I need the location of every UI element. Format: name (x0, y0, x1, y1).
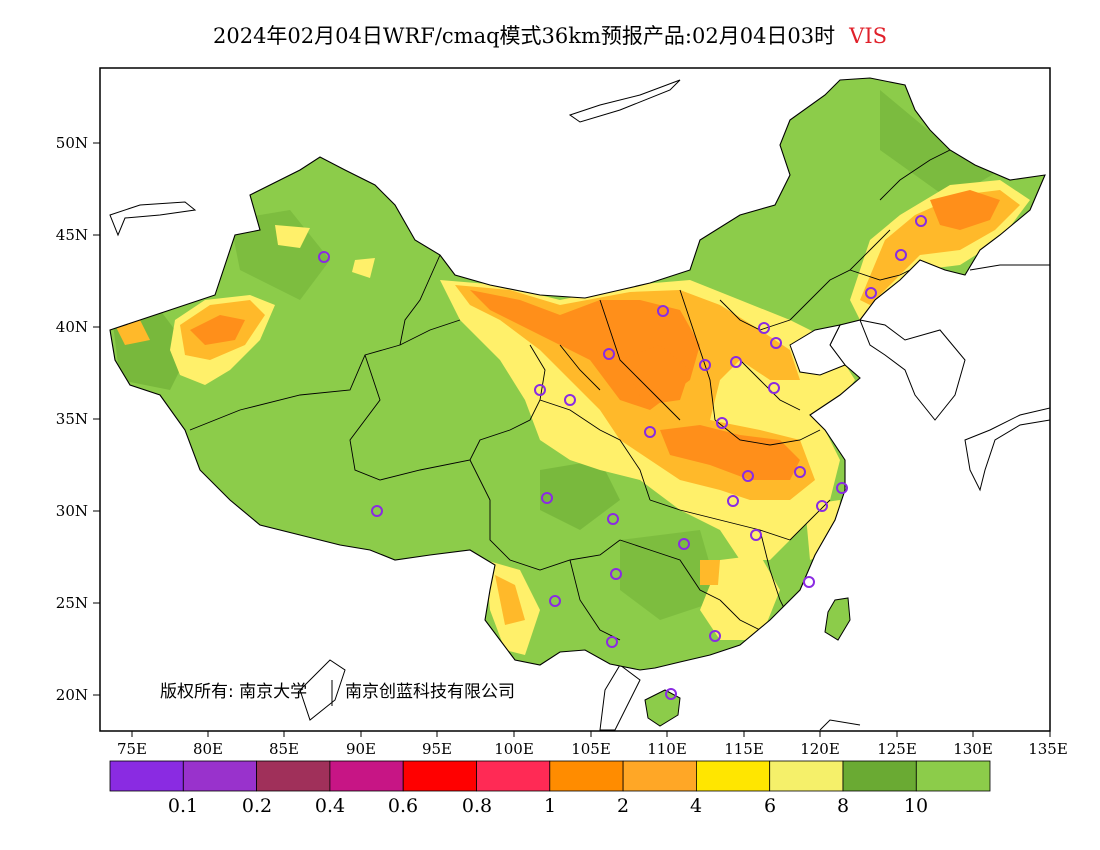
colorbar-label: 6 (764, 795, 776, 817)
colorbar-label: 0.1 (168, 795, 198, 817)
lat-label-40: 40N (56, 318, 88, 336)
lat-label-35: 35N (56, 410, 88, 428)
station-marker (699, 359, 711, 371)
lon-label-125: 125E (877, 740, 917, 758)
station-marker (318, 251, 330, 263)
colorbar-label: 0.8 (462, 795, 492, 817)
coastline-japan (964, 407, 1050, 492)
lon-label-75: 75E (117, 740, 147, 758)
lat-label-20: 20N (56, 686, 88, 704)
bohai-sea (789, 324, 846, 376)
lon-label-110: 110E (647, 740, 687, 758)
colorbar-label: 8 (837, 795, 849, 817)
copyright-right: 南京创蓝科技有限公司 (345, 682, 515, 702)
station-marker (768, 382, 780, 394)
colorbar: 0.1 0.2 0.4 0.6 0.8 1 2 4 6 8 10 (109, 760, 991, 817)
lon-label-95: 95E (422, 740, 452, 758)
station-marker (742, 470, 754, 482)
station-marker (606, 636, 618, 648)
colorbar-swatch (622, 760, 697, 792)
station-marker (750, 529, 762, 541)
station-marker (836, 482, 848, 494)
lon-label-115: 115E (724, 740, 764, 758)
lon-label-100: 100E (494, 740, 534, 758)
station-marker (610, 568, 622, 580)
coastline-philippines (819, 719, 861, 731)
station-marker (709, 630, 721, 642)
coastline-russia (969, 264, 1050, 271)
lon-label-130: 130E (953, 740, 993, 758)
colorbar-swatch (696, 760, 771, 792)
station-marker (730, 356, 742, 368)
station-marker (727, 495, 739, 507)
station-marker (758, 322, 770, 334)
station-marker (865, 287, 877, 299)
lon-label-120: 120E (800, 740, 840, 758)
lat-label-25: 25N (56, 594, 88, 612)
lon-label-135: 135E (1028, 740, 1068, 758)
station-marker (549, 595, 561, 607)
coastline-korea (859, 319, 966, 421)
taiwan-island (824, 597, 851, 641)
coastline-lake (109, 201, 197, 237)
station-marker (541, 492, 553, 504)
lat-label-45: 45N (56, 226, 88, 244)
lat-label-30: 30N (56, 502, 88, 520)
station-marker (603, 348, 615, 360)
colorbar-swatch (109, 760, 184, 792)
station-markers (318, 215, 927, 700)
title-main: 2024年02月04日WRF/cmaq模式36km预报产品:02月04日03时 (212, 24, 836, 48)
lon-label-105: 105E (571, 740, 611, 758)
station-marker (816, 500, 828, 512)
colorbar-swatch (182, 760, 258, 792)
colorbar-label: 0.6 (388, 795, 418, 817)
colorbar-swatch (769, 760, 844, 792)
colorbar-label: 10 (904, 795, 928, 817)
lat-axis: 20N 25N 30N 35N 40N 45N 50N (56, 134, 100, 704)
title-variable: VIS (849, 24, 888, 48)
station-marker (716, 417, 728, 429)
colorbar-swatch (842, 760, 917, 792)
lon-label-80: 80E (193, 740, 223, 758)
station-marker (770, 337, 782, 349)
station-marker (534, 384, 546, 396)
station-marker (657, 305, 669, 317)
station-marker (564, 394, 576, 406)
colorbar-swatch (402, 760, 477, 792)
colorbar-label: 0.2 (242, 795, 272, 817)
station-marker (607, 513, 619, 525)
lon-label-90: 90E (346, 740, 376, 758)
station-marker (665, 688, 677, 700)
station-marker (803, 576, 815, 588)
station-marker (895, 249, 907, 261)
colorbar-label: 1 (544, 795, 556, 817)
lat-label-50: 50N (56, 134, 88, 152)
colorbar-swatch (549, 760, 624, 792)
chart-title: 2024年02月04日WRF/cmaq模式36km预报产品:02月04日03时 V… (0, 20, 1100, 50)
copyright-left: 版权所有: 南京大学 (160, 682, 307, 702)
lon-label-85: 85E (269, 740, 299, 758)
station-marker (678, 538, 690, 550)
province-boundaries (189, 149, 951, 641)
colorbar-label: 0.4 (315, 795, 345, 817)
lon-axis: 75E 80E 85E 90E 95E 100E 105E 110E 115E … (117, 731, 1068, 758)
coastline-indochina (599, 664, 641, 731)
station-marker (915, 215, 927, 227)
colorbar-label: 2 (617, 795, 629, 817)
colorbar-swatch (256, 760, 331, 792)
colorbar-swatch (329, 760, 404, 792)
station-marker (371, 505, 383, 517)
station-marker (794, 466, 806, 478)
china-outline (109, 77, 1046, 671)
coastline-bay (299, 659, 346, 721)
station-marker (644, 426, 656, 438)
coastline-baikal (568, 79, 681, 123)
colorbar-swatch (476, 760, 551, 792)
colorbar-swatch (915, 760, 991, 792)
colorbar-label: 4 (690, 795, 702, 817)
